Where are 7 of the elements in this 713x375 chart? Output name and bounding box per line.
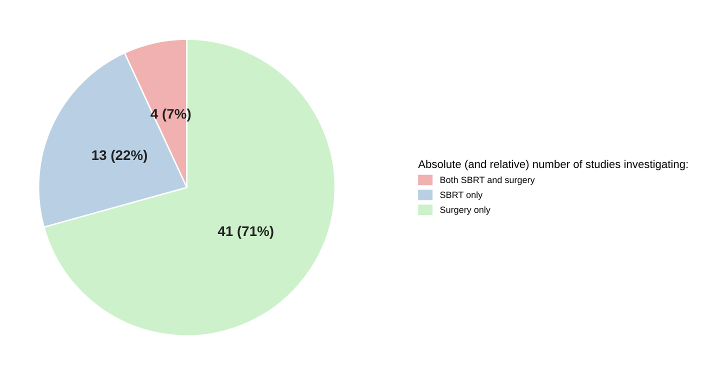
- legend-label: SBRT only: [440, 191, 483, 200]
- legend-label: Surgery only: [440, 206, 490, 215]
- data-label: 4 (7%): [150, 108, 191, 122]
- legend-title: Absolute (and relative) number of studies investigating:: [418, 160, 688, 170]
- data-label: 41 (71%): [218, 226, 274, 239]
- legend-label: Both SBRT and surgery: [440, 176, 535, 185]
- data-label: 13 (22%): [92, 150, 147, 163]
